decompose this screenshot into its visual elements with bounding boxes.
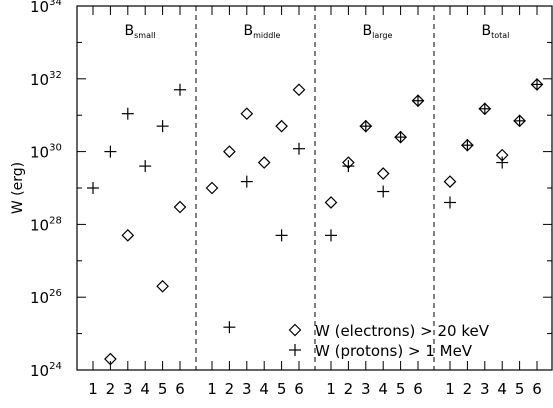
x-tick-label: 6	[175, 380, 185, 398]
x-tick-label: 5	[277, 380, 287, 398]
legend-diamond-marker	[288, 323, 302, 337]
proton-point	[444, 196, 456, 209]
x-tick-label: 5	[158, 380, 168, 398]
x-tick-label: 5	[396, 380, 406, 398]
electron-point	[257, 156, 271, 169]
proton-point	[121, 107, 134, 120]
proton-point	[412, 94, 424, 107]
proton-point	[223, 321, 236, 334]
y-tick-label: 1032	[30, 70, 62, 89]
electron-point	[292, 83, 306, 97]
panel-title: Bmiddle	[244, 23, 281, 40]
panel-title: Btotal	[482, 23, 510, 40]
x-tick-label: 3	[361, 380, 371, 398]
electron-point	[223, 145, 236, 158]
x-tick-label: 2	[463, 380, 473, 398]
panel-title: Blarge	[363, 23, 393, 40]
proton-point	[87, 182, 99, 194]
proton-point	[342, 160, 355, 173]
legend-entry-label: W (protons) > 1 MeV	[315, 342, 473, 360]
electron-point	[376, 167, 390, 180]
proton-point	[104, 145, 117, 158]
x-tick-label: 1	[326, 380, 336, 398]
legend-entry-label: W (electrons) > 20 keV	[315, 322, 490, 340]
x-tick-label: 3	[123, 380, 133, 398]
electron-point	[205, 181, 219, 195]
electron-point	[121, 229, 135, 242]
proton-point	[293, 142, 305, 155]
electron-point	[443, 175, 457, 188]
y-axis-label: W (erg)	[10, 162, 26, 214]
y-tick-label: 1028	[30, 215, 62, 234]
proton-point	[461, 139, 474, 152]
x-tick-label: 1	[207, 380, 217, 398]
x-tick-label: 3	[480, 380, 490, 398]
x-tick-label: 3	[242, 380, 252, 398]
x-tick-label: 4	[497, 380, 507, 398]
y-tick-label: 1030	[30, 143, 62, 162]
x-tick-label: 4	[378, 380, 388, 398]
x-tick-label: 1	[88, 380, 98, 398]
x-tick-label: 4	[140, 380, 150, 398]
proton-point	[394, 131, 407, 144]
panel-title: Bsmall	[125, 23, 156, 40]
proton-point	[478, 102, 491, 115]
electron-point	[275, 119, 288, 133]
proton-point	[325, 229, 337, 242]
proton-point	[174, 83, 186, 96]
proton-point	[139, 160, 152, 173]
y-tick-label: 1034	[30, 0, 62, 16]
proton-point	[531, 78, 543, 91]
x-tick-label: 1	[445, 380, 455, 398]
electron-point	[240, 107, 254, 121]
proton-point	[496, 156, 509, 169]
proton-point	[513, 114, 526, 127]
electron-point	[324, 196, 338, 209]
x-tick-label: 4	[259, 380, 269, 398]
electron-point	[104, 352, 117, 366]
y-tick-label: 1024	[30, 361, 62, 380]
legend-plus-marker	[289, 344, 301, 356]
x-tick-label: 6	[413, 380, 423, 398]
x-tick-label: 5	[515, 380, 525, 398]
electron-point	[156, 279, 169, 293]
proton-point	[377, 185, 390, 198]
y-tick-label: 1026	[30, 288, 62, 307]
electron-point	[173, 200, 187, 214]
proton-point	[359, 120, 372, 133]
x-tick-label: 2	[225, 380, 235, 398]
x-tick-label: 2	[106, 380, 116, 398]
proton-point	[240, 175, 253, 188]
x-tick-label: 6	[532, 380, 542, 398]
x-tick-label: 2	[344, 380, 354, 398]
proton-point	[156, 120, 169, 133]
x-tick-label: 6	[294, 380, 304, 398]
proton-point	[275, 229, 288, 242]
